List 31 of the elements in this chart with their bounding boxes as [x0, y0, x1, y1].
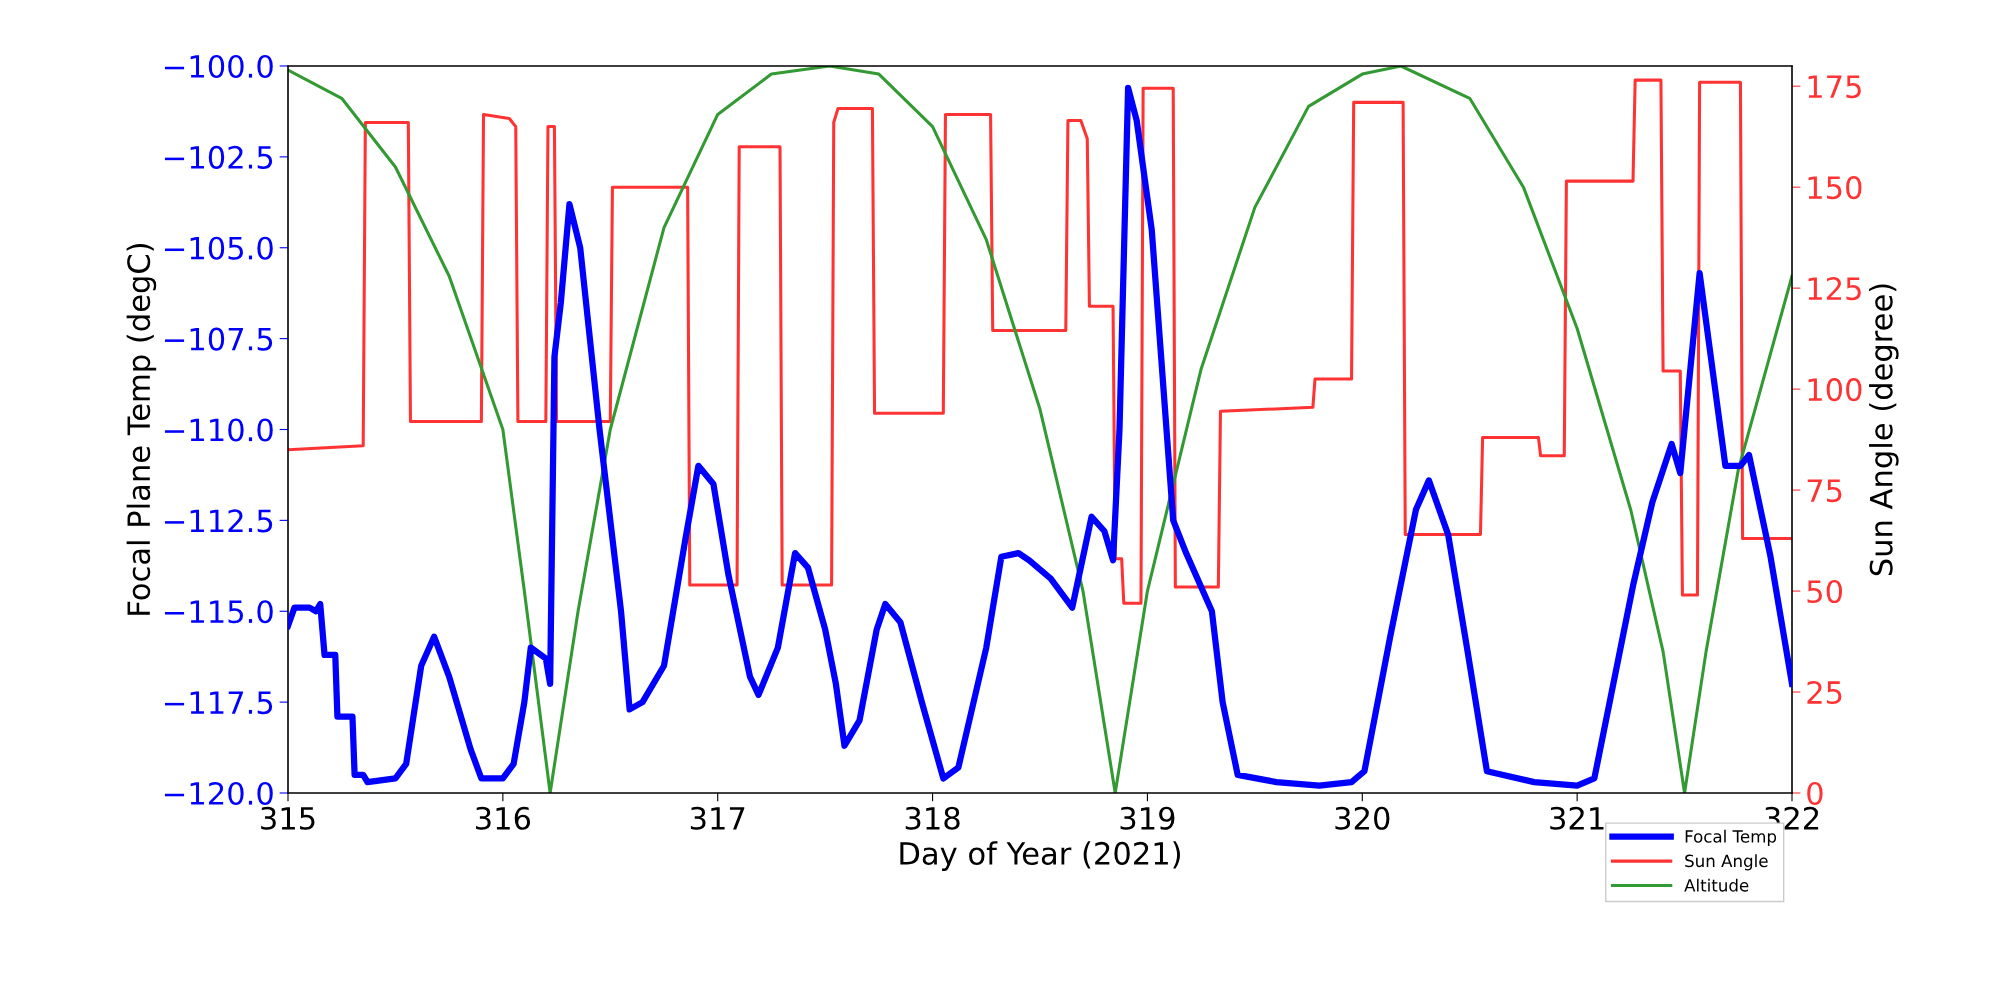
y-tick-label: −112.5 — [164, 509, 273, 533]
y2-tick-label: 175 — [1808, 75, 1861, 99]
legend-label: Focal Temp — [1685, 829, 1777, 846]
x-tick-label: 321 — [1550, 806, 1604, 830]
y-tick-label: −100.0 — [164, 54, 273, 79]
x-axis-title: Day of Year (2021) — [900, 841, 1180, 871]
y2-tick-label: 100 — [1808, 378, 1862, 402]
legend-label: Altitude — [1684, 878, 1749, 892]
x-tick-label: 320 — [1335, 806, 1390, 830]
y-tick-label: −115.0 — [164, 600, 273, 624]
y-tick-label: −120.0 — [164, 781, 273, 806]
x-tick-label: 315 — [261, 806, 315, 830]
legend-label: Sun Angle — [1685, 854, 1768, 871]
y2-tick-label: 50 — [1807, 579, 1843, 604]
y2-tick-label: 150 — [1808, 176, 1862, 200]
y-tick-label: −117.5 — [164, 691, 273, 715]
y-tick-label: −107.5 — [164, 327, 273, 351]
y-tick-label: −110.0 — [164, 418, 273, 442]
x-tick-label: 319 — [1120, 806, 1175, 830]
y2-tick-label: 25 — [1807, 680, 1842, 705]
y-axis-title: Focal Plane Temp (degC) — [126, 243, 157, 615]
y-tick-label: −102.5 — [164, 145, 273, 169]
x-tick-label: 317 — [690, 806, 745, 830]
line-series — [288, 78, 1792, 605]
x-tick-label: 316 — [476, 806, 531, 830]
y2-tick-label: 75 — [1807, 479, 1842, 503]
y2-tick-label: 125 — [1808, 277, 1861, 301]
y2-axis-title: Sun Angle (degree) — [1869, 284, 1899, 576]
x-tick-label: 318 — [905, 806, 960, 830]
y2-tick-label: 0 — [1807, 781, 1823, 806]
y-tick-label: −105.0 — [164, 236, 273, 260]
